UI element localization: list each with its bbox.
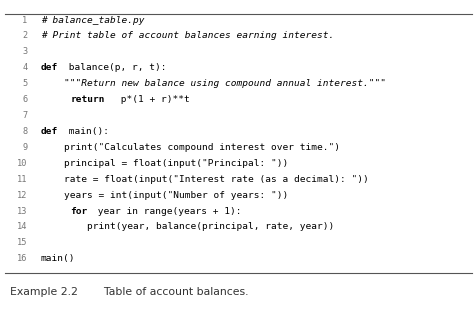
Text: years = int(input("Number of years: ")): years = int(input("Number of years: ")) — [40, 191, 287, 200]
Text: main():: main(): — [63, 127, 109, 136]
Text: 11: 11 — [17, 175, 28, 184]
Text: # Print table of account balances earning interest.: # Print table of account balances earnin… — [40, 32, 333, 40]
Text: 1: 1 — [22, 15, 28, 25]
Text: 10: 10 — [17, 159, 28, 168]
Text: Table of account balances.: Table of account balances. — [97, 287, 248, 297]
Text: Example 2.2: Example 2.2 — [10, 287, 77, 297]
Text: 5: 5 — [22, 79, 28, 88]
Text: # balance_table.py: # balance_table.py — [40, 15, 144, 25]
Text: 6: 6 — [22, 95, 28, 104]
Text: print("Calculates compound interest over time."): print("Calculates compound interest over… — [40, 143, 339, 152]
Text: balance(p, r, t):: balance(p, r, t): — [63, 63, 166, 72]
Text: 8: 8 — [22, 127, 28, 136]
Text: def: def — [40, 127, 58, 136]
Text: 14: 14 — [17, 222, 28, 231]
Text: 16: 16 — [17, 254, 28, 263]
Text: 15: 15 — [17, 238, 28, 248]
Text: 7: 7 — [22, 111, 28, 120]
Text: print(year, balance(principal, rate, year)): print(year, balance(principal, rate, yea… — [40, 222, 333, 231]
Text: main(): main() — [40, 254, 75, 263]
Text: 13: 13 — [17, 206, 28, 216]
Text: 12: 12 — [17, 191, 28, 200]
Text: for: for — [70, 206, 87, 216]
Text: def: def — [40, 63, 58, 72]
Text: 4: 4 — [22, 63, 28, 72]
Text: 2: 2 — [22, 32, 28, 40]
Text: return: return — [70, 95, 105, 104]
Text: """Return new balance using compound annual interest.""": """Return new balance using compound ann… — [40, 79, 385, 88]
Text: rate = float(input("Interest rate (as a decimal): ")): rate = float(input("Interest rate (as a … — [40, 175, 367, 184]
Text: 9: 9 — [22, 143, 28, 152]
Text: 3: 3 — [22, 47, 28, 57]
Text: p*(1 + r)**t: p*(1 + r)**t — [115, 95, 189, 104]
Text: principal = float(input("Principal: ")): principal = float(input("Principal: ")) — [40, 159, 287, 168]
Text: year in range(years + 1):: year in range(years + 1): — [92, 206, 241, 216]
